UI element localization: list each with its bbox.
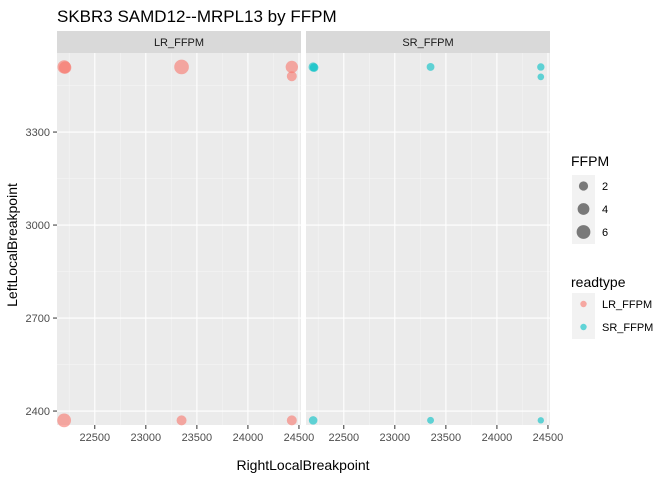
size-legend-label: 4 xyxy=(602,204,608,216)
x-tick-label: 22500 xyxy=(79,432,110,444)
x-axis-title: RightLocalBreakpoint xyxy=(236,457,369,473)
size-legend-symbol xyxy=(578,181,589,191)
data-point xyxy=(285,60,298,74)
x-tick-label: 24000 xyxy=(482,432,513,444)
data-point xyxy=(59,61,72,74)
color-legend-symbol xyxy=(580,300,587,308)
color-legend-label: LR_FFPM xyxy=(602,299,652,311)
color-legend: readtype LR_FFPM SR_FFPM xyxy=(571,274,653,339)
y-tick-label: 3300 xyxy=(26,127,50,139)
x-tick-label: 24500 xyxy=(533,432,564,444)
x-tick-label: 23500 xyxy=(182,432,213,444)
data-point xyxy=(309,63,319,72)
size-legend: FFPM 2 4 6 xyxy=(571,153,609,244)
y-tick-label: 2700 xyxy=(26,313,50,325)
data-point xyxy=(308,416,318,425)
facet-strip-label: SR_FFPM xyxy=(402,37,453,49)
facet-panels: LR_FFPM SR_FFPM xyxy=(57,31,550,428)
data-point xyxy=(57,413,72,428)
color-legend-title: readtype xyxy=(571,274,626,290)
color-legend-label: SR_FFPM xyxy=(602,322,653,334)
data-point xyxy=(537,417,545,424)
facet-panel-sr-ffpm: SR_FFPM xyxy=(306,31,550,425)
y-tick-label: 2400 xyxy=(26,406,50,418)
x-axes: 22500 23000 23500 24000 24500 22500 23000 23500… xyxy=(79,425,563,444)
x-tick-label: 23500 xyxy=(431,432,462,444)
x-tick-label: 23000 xyxy=(380,432,411,444)
size-legend-label: 2 xyxy=(602,181,608,193)
panel-background xyxy=(306,53,550,425)
chart-title: SKBR3 SAMD12--MRPL13 by FFPM xyxy=(57,7,337,26)
x-tick-label: 24500 xyxy=(284,432,315,444)
x-tick-label: 22500 xyxy=(328,432,359,444)
y-axis: 2400 2700 3000 3300 xyxy=(26,127,57,418)
data-point xyxy=(174,59,189,75)
size-legend-label: 6 xyxy=(602,227,608,239)
data-point xyxy=(426,63,435,71)
facet-strip xyxy=(57,31,301,53)
facet-panel-lr-ffpm: LR_FFPM xyxy=(57,31,301,428)
x-tick-label: 24000 xyxy=(233,432,264,444)
data-point xyxy=(537,73,545,81)
x-tick-label: 23000 xyxy=(131,432,162,444)
panel-background xyxy=(57,53,301,425)
data-point xyxy=(427,416,435,424)
data-point xyxy=(537,63,545,71)
facet-strip xyxy=(306,31,550,53)
size-legend-title: FFPM xyxy=(571,153,609,169)
size-legend-symbol xyxy=(576,225,591,239)
y-tick-label: 3000 xyxy=(26,220,50,232)
y-axis-title: LeftLocalBreakpoint xyxy=(4,183,20,307)
data-point xyxy=(176,415,187,426)
facet-strip-label: LR_FFPM xyxy=(154,37,204,49)
data-point xyxy=(286,415,297,426)
data-point xyxy=(286,71,297,82)
color-legend-symbol xyxy=(580,323,587,331)
size-legend-symbol xyxy=(577,203,590,215)
